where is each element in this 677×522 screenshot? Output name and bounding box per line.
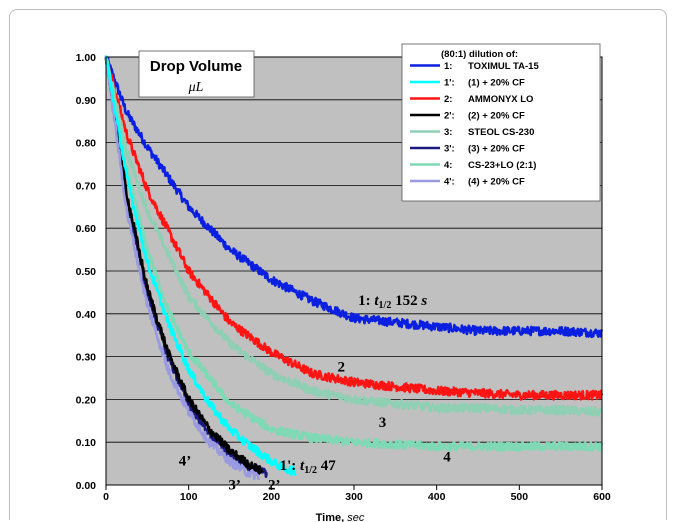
legend-label: STEOL CS-230 (468, 127, 534, 138)
legend-key: 3: (444, 127, 452, 138)
y-tick-label: 0.10 (76, 437, 97, 449)
x-tick-label: 300 (345, 491, 363, 503)
annotation: 1': t1/2 47 (280, 458, 337, 476)
series-line-4 (104, 57, 264, 475)
annotation: 3 (379, 415, 387, 431)
legend-title: (80:1) dilution of: (441, 49, 518, 60)
legend-label: (1) + 20% CF (468, 78, 525, 89)
legend-key: 2': (444, 111, 455, 122)
legend: (80:1) dilution of: 1: TOXIMUL TA-15 1': (1… (401, 43, 601, 202)
legend-key: 4: (444, 160, 452, 171)
legend-label: CS-23+LO (2:1) (468, 160, 536, 171)
series-line-2 (104, 55, 297, 477)
y-tick-label: 0.70 (76, 180, 97, 192)
x-tick-label: 200 (263, 491, 281, 503)
y-tick-label: 0.00 (76, 480, 97, 492)
x-tick-label: 600 (593, 491, 611, 503)
series-line-7 (104, 58, 604, 453)
legend-key: 1': (444, 78, 455, 89)
y-axis: 0.00 0.10 0.20 0.30 0.40 0.50 0.60 0.70 0.80 0.90… (76, 52, 97, 492)
y-tick-label: 0.40 (76, 309, 97, 321)
series-line-5 (104, 58, 603, 418)
legend-label: (3) + 20% CF (468, 144, 525, 155)
series-line-8 (104, 59, 260, 481)
y-tick-label: 0.50 (76, 266, 97, 278)
y-tick-label: 1.00 (76, 52, 97, 64)
y-tick-label: 0.30 (76, 352, 97, 364)
x-tick-label: 0 (103, 491, 109, 503)
chart-subtitle: μL (188, 80, 204, 95)
x-axis: 0 100 200 300 400 500 600 (103, 485, 611, 503)
legend-label: (4) + 20% CF (468, 177, 525, 188)
x-tick-label: 100 (180, 491, 198, 503)
annotation: 1: t1/2 152 s (358, 293, 427, 311)
legend-key: 4': (444, 177, 455, 188)
legend-key: 1: (444, 61, 452, 72)
y-tick-label: 0.60 (76, 223, 97, 235)
y-tick-label: 0.90 (76, 95, 97, 107)
plot-border (105, 56, 603, 486)
legend-label: TOXIMUL TA-15 (468, 61, 539, 72)
y-tick-label: 0.20 (76, 394, 97, 406)
legend-key: 3': (444, 144, 455, 155)
legend-label: (2) + 20% CF (468, 111, 525, 122)
legend-key: 2: (444, 94, 452, 105)
annotations: 1: t1/2 152 s 2 3 4 1': t1/2 47 4’ 3’ 2’ (179, 293, 452, 493)
x-tick-label: 500 (511, 491, 529, 503)
title-box: Drop Volume μL (138, 50, 255, 98)
x-tick-label: 400 (428, 491, 446, 503)
annotation: 4 (443, 449, 451, 465)
x-axis-label-text: Time, (316, 512, 345, 522)
annotation: 4’ (179, 454, 192, 470)
chart-title: Drop Volume (150, 58, 242, 75)
x-axis-label: Time, sec (316, 512, 365, 522)
annotation: 2’ (268, 477, 281, 493)
annotation: 2 (337, 360, 345, 376)
series-line-1 (104, 55, 604, 339)
y-tick-label: 0.80 (76, 138, 97, 150)
legend-label: AMMONYX LO (468, 94, 533, 105)
x-axis-label-unit: sec (347, 512, 365, 522)
series-line-3 (104, 58, 604, 401)
series-group (104, 55, 604, 481)
annotation: 3’ (228, 477, 241, 493)
